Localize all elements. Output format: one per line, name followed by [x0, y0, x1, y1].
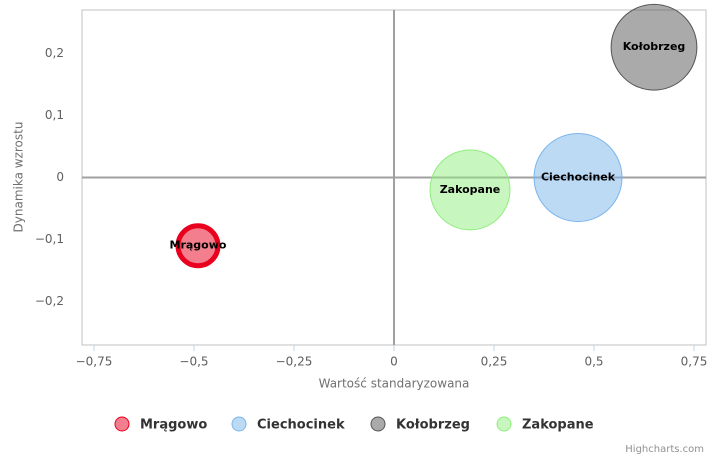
legend-symbol [370, 416, 386, 432]
x-tick-label: −0,75 [76, 355, 113, 369]
x-tick-label: −0,25 [276, 355, 313, 369]
bubble [429, 149, 511, 231]
y-tick-label: −0,1 [35, 232, 64, 246]
x-tick-label: 0,25 [481, 355, 508, 369]
y-tick-label: 0 [56, 170, 64, 184]
data-label: Kołobrzeg [623, 40, 686, 53]
x-tick-label: 0 [390, 355, 398, 369]
data-label: Ciechocinek [541, 171, 616, 184]
data-label: Zakopane [440, 183, 501, 196]
legend-symbol [496, 416, 512, 432]
x-tick-label: 0,75 [681, 355, 707, 369]
data-label: Mrągowo [170, 239, 227, 252]
y-tick-label: 0,1 [45, 108, 64, 122]
x-tick-label: 0,5 [584, 355, 603, 369]
legend-symbol [231, 416, 247, 432]
x-tick-label: −0,5 [179, 355, 208, 369]
legend-symbol [114, 416, 130, 432]
bubble [175, 223, 221, 269]
credits: Highcharts.com [625, 444, 704, 455]
y-tick-label: −0,2 [35, 294, 64, 308]
legend-label: Ciechocinek [257, 418, 345, 433]
legend-label: Zakopane [522, 418, 594, 433]
bubble [610, 3, 698, 91]
bubble [533, 133, 623, 222]
y-tick-label: 0,2 [45, 46, 64, 60]
x-axis-title: Wartość standaryzowana [319, 377, 470, 391]
legend-label: Kołobrzeg [396, 418, 470, 433]
legend-label: Mrągowo [140, 418, 207, 433]
y-axis-title: Dynamika wzrostu [12, 122, 26, 233]
